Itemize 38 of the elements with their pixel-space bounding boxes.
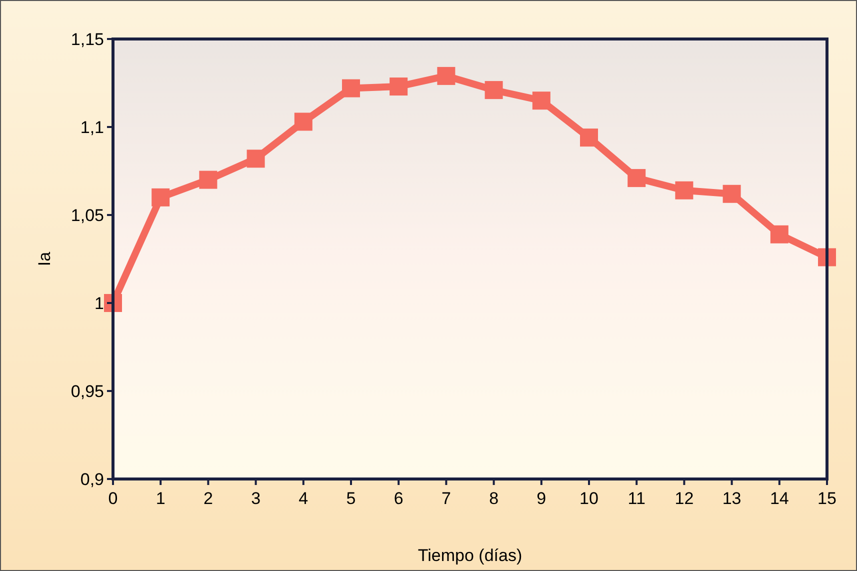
y-tick-label: 1,1 (80, 118, 104, 137)
x-tick-label: 6 (394, 489, 404, 508)
x-tick-label: 10 (580, 489, 598, 508)
x-tick-label: 8 (489, 489, 499, 508)
y-tick-label: 0,95 (70, 382, 104, 401)
point (722, 184, 741, 203)
point (675, 181, 694, 200)
x-tick-label: 11 (628, 489, 646, 508)
x-tick-label: 7 (441, 489, 451, 508)
point (342, 79, 360, 98)
point (390, 78, 408, 96)
x-axis-title: Tiempo (días) (418, 546, 522, 565)
y-tick-label: 1 (94, 294, 104, 313)
y-tick-label: 1,15 (70, 30, 104, 49)
point (532, 92, 550, 110)
point (152, 188, 170, 206)
y-tick-label: 1,05 (70, 206, 104, 225)
x-tick-label: 13 (722, 489, 742, 508)
x-tick-label: 14 (770, 489, 789, 508)
x-tick-label: 0 (108, 489, 118, 508)
point (628, 169, 646, 188)
point (580, 128, 598, 147)
x-tick-label: 1 (156, 489, 166, 508)
point (437, 66, 456, 85)
point (246, 150, 265, 168)
x-tick-label: 2 (203, 489, 213, 508)
x-tick-label: 12 (674, 489, 694, 508)
x-tick-label: 9 (536, 489, 546, 508)
x-tick-label: 4 (298, 489, 308, 508)
y-axis-title: Ia (35, 251, 54, 266)
x-tick-label: 3 (251, 489, 261, 508)
x-tick-label: 5 (346, 489, 356, 508)
point (484, 81, 503, 100)
point (294, 112, 312, 131)
point (199, 170, 218, 189)
y-tick-label: 0,9 (80, 470, 104, 489)
x-tick-label: 15 (818, 489, 836, 508)
point (770, 225, 788, 244)
